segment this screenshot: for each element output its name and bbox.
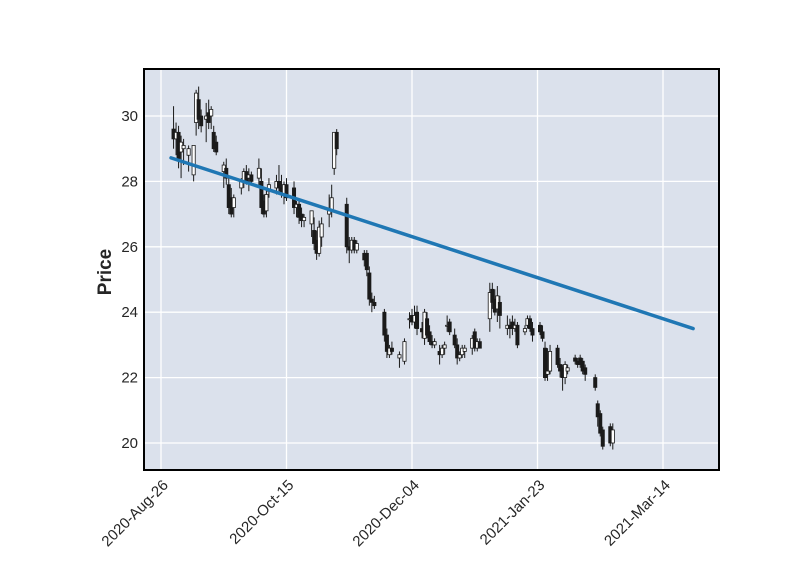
- candle-down: [497, 301, 502, 316]
- candle-down: [538, 324, 543, 333]
- x-tick-label: 2020-Oct-15: [226, 477, 297, 548]
- candle-down: [540, 331, 545, 339]
- x-tick-label: 2021-Mar-14: [601, 477, 674, 550]
- candle-up: [432, 341, 437, 346]
- candle-down: [472, 331, 477, 349]
- x-tick-label: 2020-Dec-04: [349, 477, 422, 550]
- candle-up: [302, 216, 307, 222]
- candle-up: [610, 429, 615, 444]
- y-tick-label: 22: [121, 370, 138, 387]
- candle-up: [332, 131, 337, 169]
- grid-lines: [144, 69, 719, 470]
- candle-up: [457, 354, 462, 359]
- candle-up: [256, 167, 261, 179]
- y-tick-label: 24: [121, 304, 138, 321]
- y-tick-label: 26: [121, 239, 138, 256]
- candle-down: [543, 347, 548, 379]
- y-axis-ticks: 20 22 24 26 28 30: [121, 108, 138, 452]
- candle-down: [249, 174, 254, 182]
- candle-down: [515, 324, 520, 346]
- candle-down: [389, 347, 394, 352]
- candle-down: [527, 318, 532, 329]
- candle-up: [487, 292, 492, 320]
- candle-up: [186, 148, 191, 156]
- candle-down: [226, 184, 231, 208]
- candle-down: [364, 252, 369, 271]
- candle-down: [206, 112, 211, 123]
- candle-down: [196, 99, 201, 120]
- x-axis-ticks: 2020-Aug-26 2020-Oct-15 2020-Dec-04 2021-Ja…: [98, 477, 673, 550]
- candle-down: [382, 311, 387, 336]
- candle-up: [191, 145, 196, 176]
- candle-down: [425, 318, 430, 336]
- candle-down: [276, 180, 281, 189]
- candle-down: [427, 331, 432, 343]
- candle-down: [369, 298, 374, 303]
- candle-down: [452, 334, 457, 346]
- candle-down: [598, 413, 603, 434]
- plot-frame: [143, 68, 720, 471]
- candle-down: [284, 184, 289, 199]
- candle-down: [583, 367, 588, 375]
- candle-down: [384, 334, 389, 352]
- candle-down: [334, 131, 339, 150]
- candle-up: [209, 109, 214, 117]
- candle-up: [548, 351, 553, 372]
- candle-down: [593, 377, 598, 388]
- candle-down: [415, 311, 420, 329]
- candle-down: [490, 288, 495, 303]
- candle-down: [259, 180, 264, 208]
- trend-line: [169, 156, 695, 331]
- candle-down: [224, 167, 229, 179]
- candles: [171, 86, 615, 450]
- candle-up: [565, 367, 570, 372]
- candle-down: [297, 203, 302, 218]
- y-tick-label: 20: [121, 435, 138, 452]
- candle-down: [455, 344, 460, 359]
- candle-up: [319, 223, 324, 238]
- candle-down: [214, 141, 219, 153]
- x-tick-label: 2020-Aug-26: [98, 477, 171, 550]
- candle-down: [372, 301, 377, 307]
- candle-up: [181, 145, 186, 150]
- candle-down: [530, 328, 535, 336]
- candle-up: [309, 210, 314, 225]
- candle-up: [402, 341, 407, 362]
- candle-down: [580, 360, 585, 372]
- candle-up: [231, 197, 236, 208]
- candle-up: [522, 328, 527, 333]
- candle-up: [317, 226, 322, 254]
- candle-down: [595, 403, 600, 418]
- candle-down: [600, 429, 605, 447]
- candle-down: [344, 203, 349, 248]
- y-tick-label: 30: [121, 108, 138, 125]
- candle-down: [447, 321, 452, 333]
- candle-up: [354, 243, 359, 251]
- y-axis-label: Price: [95, 249, 116, 295]
- candle-down: [477, 341, 482, 349]
- candle-up: [545, 370, 550, 375]
- plot-background: [144, 69, 719, 470]
- candle-down: [573, 357, 578, 362]
- candle-down: [211, 131, 216, 150]
- y-tick-label: 28: [121, 173, 138, 190]
- candle-up: [440, 347, 445, 356]
- candle-down: [555, 347, 560, 365]
- candle-up: [397, 354, 402, 359]
- candle-down: [367, 272, 372, 300]
- candle-down: [312, 230, 317, 244]
- candle-down: [199, 115, 204, 127]
- candle-up: [264, 194, 269, 212]
- candle-up: [462, 347, 467, 352]
- x-tick-label: 2021-Jan-23: [477, 477, 549, 549]
- candle-up: [442, 344, 447, 349]
